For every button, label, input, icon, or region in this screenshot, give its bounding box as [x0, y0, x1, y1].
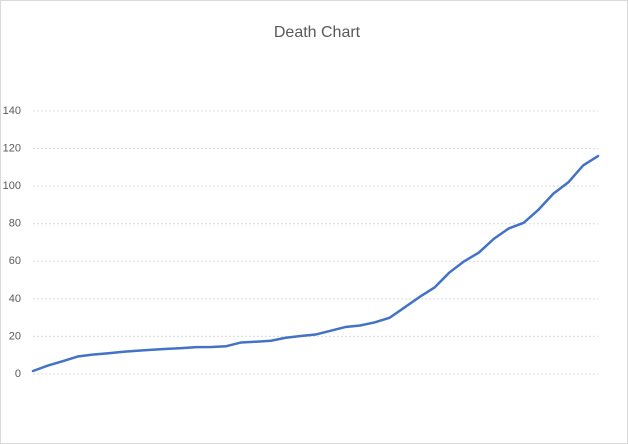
chart-title: Death Chart: [274, 24, 361, 41]
y-tick-label: 80: [9, 218, 21, 230]
data-line: [31, 154, 600, 373]
y-tick-label: 100: [3, 180, 21, 192]
y-tick-label: 0: [15, 368, 21, 380]
y-tick-label: 120: [3, 142, 21, 154]
y-tick-label: 60: [9, 255, 21, 267]
y-tick-label: 20: [9, 330, 21, 342]
y-tick-label: 40: [9, 293, 21, 305]
y-tick-label: 140: [3, 105, 21, 117]
